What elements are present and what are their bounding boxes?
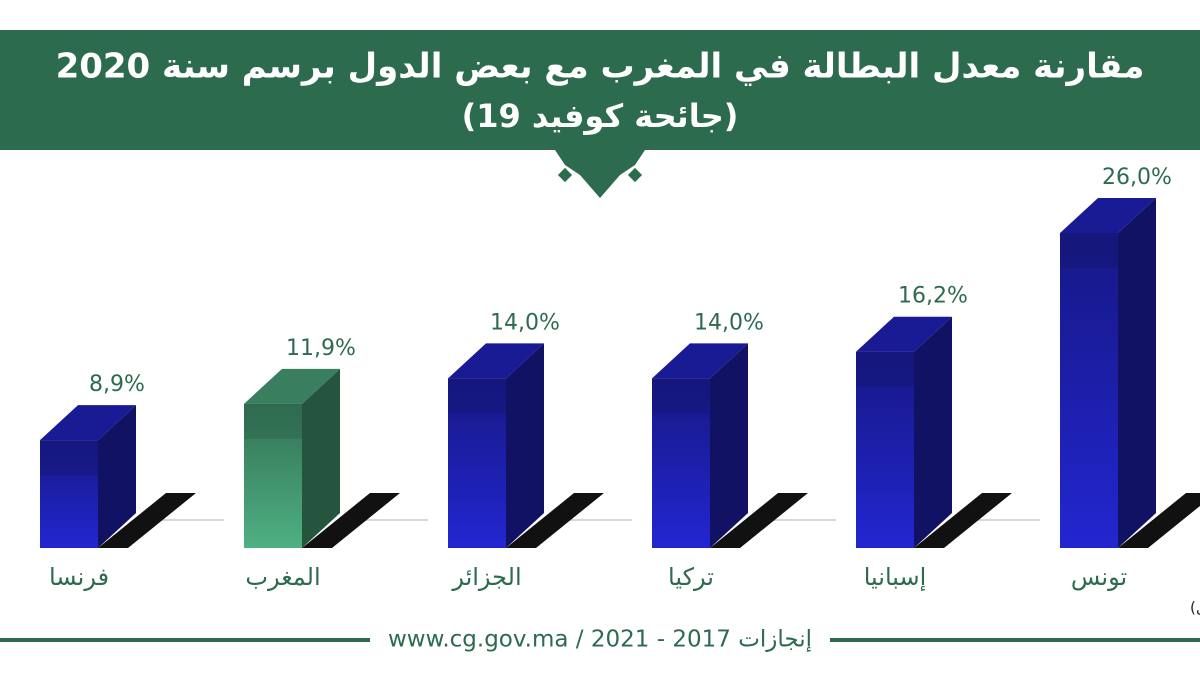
- ornament: [555, 150, 645, 198]
- category-label: إسبانيا: [864, 563, 927, 592]
- bar-band: [448, 378, 506, 414]
- bar-band: [244, 403, 302, 439]
- bar-shadow: [710, 493, 808, 548]
- bar-shadow: [506, 493, 604, 548]
- bar-shadow: [302, 493, 400, 548]
- header-band: [0, 30, 1200, 150]
- bar-band: [40, 440, 98, 476]
- bar-shadow: [98, 493, 196, 548]
- bar-shadow: [1118, 493, 1200, 548]
- value-label: 8,9%: [89, 372, 145, 397]
- bar-side: [506, 343, 544, 548]
- category-label: فرنسا: [49, 563, 109, 591]
- bar-side: [302, 368, 340, 548]
- bar-side: [710, 343, 748, 548]
- bar-side: [914, 316, 952, 548]
- bar-band: [652, 378, 710, 414]
- value-label: 14,0%: [490, 310, 560, 335]
- category-label: تونس: [1071, 563, 1127, 591]
- bar-top: [40, 405, 136, 441]
- bar-band: [856, 351, 914, 387]
- category-label: الجزائر: [451, 563, 521, 591]
- bar-top: [856, 316, 952, 352]
- footer-text: إنجازات 2017 - 2021 / www.cg.gov.ma: [388, 627, 812, 653]
- bar-side: [98, 405, 136, 548]
- category-label: تركيا: [668, 563, 714, 591]
- bar-shadow: [914, 493, 1012, 548]
- chart-title: مقارنة معدل البطالة في المغرب مع بعض الد…: [56, 47, 1145, 87]
- bar-top: [244, 368, 340, 404]
- source-note: مصدر: المندوبية السامية للتخطيط (وضعية س…: [1190, 599, 1200, 617]
- value-label: 26,0%: [1102, 165, 1172, 190]
- bar-side: [1118, 198, 1156, 548]
- category-label: المغرب: [245, 563, 320, 591]
- bar-top: [652, 343, 748, 379]
- bar-top: [1060, 198, 1156, 233]
- value-label: 14,0%: [694, 310, 764, 335]
- bar-top: [448, 343, 544, 379]
- bar-band: [1060, 233, 1118, 268]
- value-label: 16,2%: [898, 284, 968, 309]
- bar: [1060, 233, 1118, 548]
- value-label: 11,9%: [286, 336, 356, 361]
- chart-subtitle: (جائحة كوفيد 19): [462, 97, 739, 135]
